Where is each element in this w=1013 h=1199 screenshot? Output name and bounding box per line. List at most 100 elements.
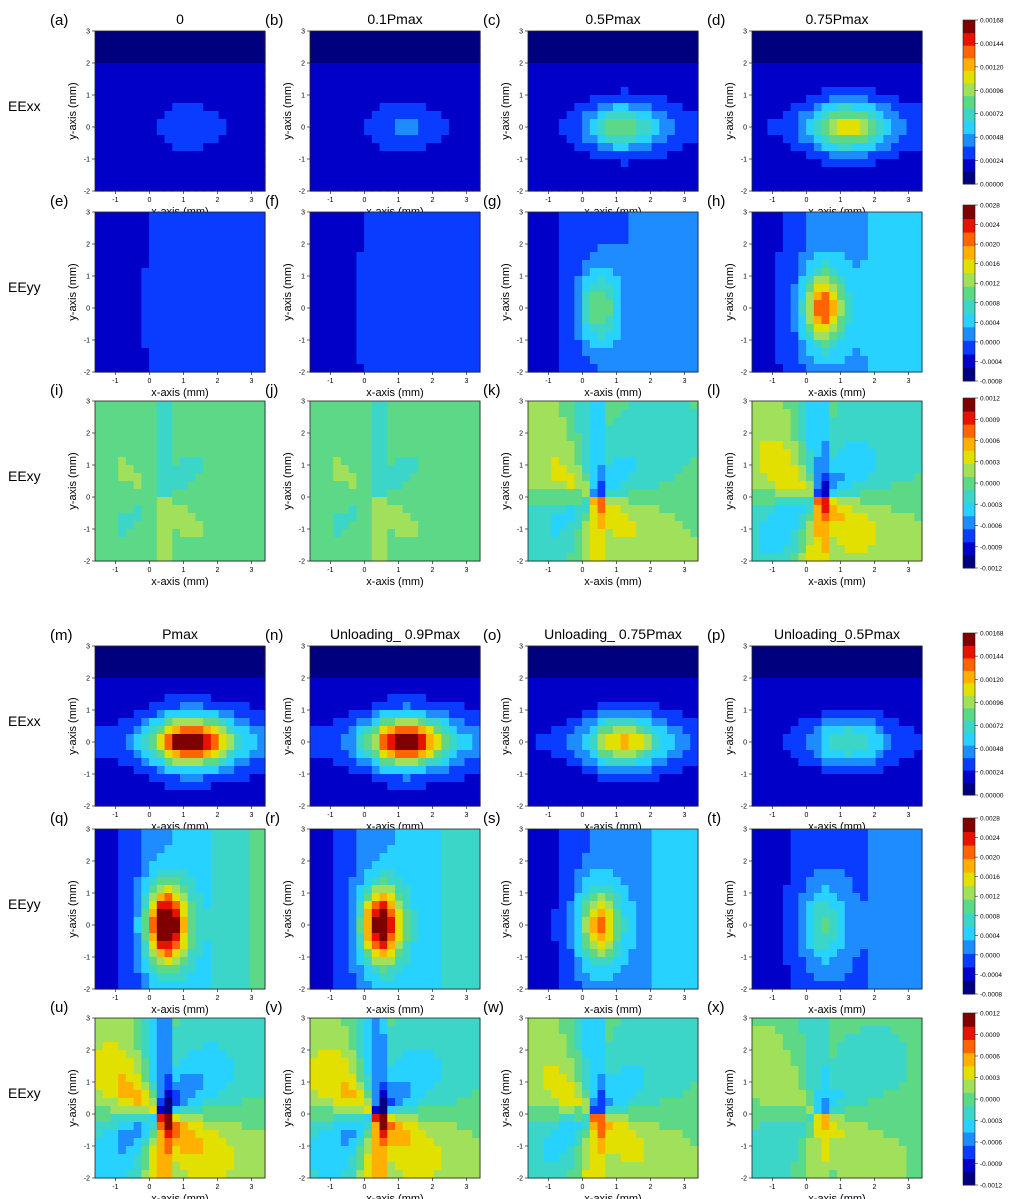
heat-cell bbox=[782, 236, 792, 245]
heat-cell bbox=[837, 95, 846, 104]
heat-cell bbox=[844, 167, 854, 176]
heat-cell bbox=[551, 175, 560, 184]
heat-cell bbox=[364, 244, 373, 253]
heat-cell bbox=[348, 513, 357, 522]
heat-cell bbox=[234, 316, 243, 325]
heat-cell bbox=[203, 268, 212, 277]
heat-cell bbox=[582, 119, 591, 128]
heat-cell bbox=[110, 481, 119, 490]
heat-cell bbox=[172, 220, 181, 229]
heat-cell bbox=[472, 236, 481, 245]
heat-cell bbox=[172, 63, 181, 72]
heat-cell bbox=[187, 425, 197, 434]
heat-cell bbox=[456, 441, 466, 450]
heat-cell bbox=[821, 95, 830, 104]
heat-cell bbox=[333, 220, 342, 229]
heat-cell bbox=[449, 433, 458, 442]
heat-cell bbox=[310, 505, 319, 514]
heat-cell bbox=[95, 228, 104, 237]
heat-cell bbox=[456, 529, 466, 538]
heat-cell bbox=[589, 505, 599, 514]
heat-cell bbox=[883, 340, 892, 349]
heat-cell bbox=[340, 425, 350, 434]
heat-cell bbox=[172, 324, 181, 333]
heat-cell bbox=[628, 111, 637, 120]
heat-cell bbox=[829, 143, 838, 152]
heat-cell bbox=[472, 228, 481, 237]
heat-cell bbox=[418, 228, 427, 237]
heat-cell bbox=[425, 481, 435, 490]
heat-cell bbox=[449, 465, 458, 474]
heat-cell bbox=[172, 47, 181, 56]
heat-cell bbox=[402, 409, 412, 418]
heat-cell bbox=[387, 127, 396, 136]
heat-cell bbox=[690, 127, 699, 136]
heat-cell bbox=[187, 228, 197, 237]
heat-cell bbox=[566, 364, 575, 373]
heat-cell bbox=[782, 244, 792, 253]
heat-cell bbox=[333, 401, 342, 410]
heat-cell bbox=[659, 417, 668, 426]
heat-cell bbox=[425, 111, 435, 120]
heat-cell bbox=[472, 276, 481, 285]
heat-cell bbox=[356, 481, 365, 490]
heat-cell bbox=[620, 228, 630, 237]
heat-cell bbox=[456, 292, 466, 301]
heat-cell bbox=[133, 521, 142, 530]
heat-cell bbox=[226, 417, 235, 426]
heat-cell bbox=[667, 497, 676, 506]
heat-cell bbox=[782, 183, 792, 192]
heat-cell bbox=[387, 316, 396, 325]
heat-cell bbox=[844, 127, 854, 136]
heat-cell bbox=[790, 316, 799, 325]
heat-cell bbox=[310, 441, 319, 450]
heat-cell bbox=[813, 228, 823, 237]
heat-cell bbox=[325, 55, 334, 64]
heat-cell bbox=[597, 425, 606, 434]
panel-title: 0.5Pmax bbox=[585, 11, 640, 27]
heat-cell bbox=[226, 284, 235, 293]
heat-cell bbox=[156, 87, 166, 96]
heat-cell bbox=[891, 55, 900, 64]
heat-cell bbox=[325, 417, 334, 426]
heat-cell bbox=[402, 87, 412, 96]
heat-cell bbox=[798, 244, 807, 253]
heat-cell bbox=[752, 47, 761, 56]
heat-cell bbox=[767, 79, 776, 88]
x-tick-label: 1 bbox=[181, 567, 185, 574]
heat-cell bbox=[418, 513, 427, 522]
heat-cell bbox=[535, 103, 545, 112]
heat-cell bbox=[674, 449, 684, 458]
heat-cell bbox=[125, 167, 135, 176]
heat-cell bbox=[164, 553, 173, 562]
heat-cell bbox=[110, 537, 119, 546]
heat-cell bbox=[528, 332, 537, 341]
heat-cell bbox=[597, 356, 606, 365]
heat-cell bbox=[620, 31, 630, 40]
heat-cell bbox=[883, 292, 892, 301]
heat-cell bbox=[456, 268, 466, 277]
heat-cell bbox=[551, 47, 560, 56]
heat-cell bbox=[543, 481, 552, 490]
heat-cell bbox=[172, 521, 181, 530]
heat-cell bbox=[310, 47, 319, 56]
heat-cell bbox=[433, 228, 442, 237]
heat-cell bbox=[651, 159, 660, 168]
heat-cell bbox=[628, 103, 637, 112]
heat-cell bbox=[149, 39, 158, 48]
heat-cell bbox=[806, 332, 815, 341]
heat-cell bbox=[674, 324, 684, 333]
heat-cell bbox=[628, 39, 637, 48]
heat-cell bbox=[387, 457, 396, 466]
heat-cell bbox=[340, 308, 350, 317]
heat-cell bbox=[844, 252, 854, 261]
heat-cell bbox=[333, 276, 342, 285]
heat-cell bbox=[433, 457, 442, 466]
heat-cell bbox=[690, 244, 699, 253]
heat-cell bbox=[798, 127, 807, 136]
heat-cell bbox=[551, 433, 560, 442]
heat-cell bbox=[110, 449, 119, 458]
heat-cell bbox=[806, 276, 815, 285]
heat-cell bbox=[643, 95, 653, 104]
heat-cell bbox=[387, 135, 396, 144]
